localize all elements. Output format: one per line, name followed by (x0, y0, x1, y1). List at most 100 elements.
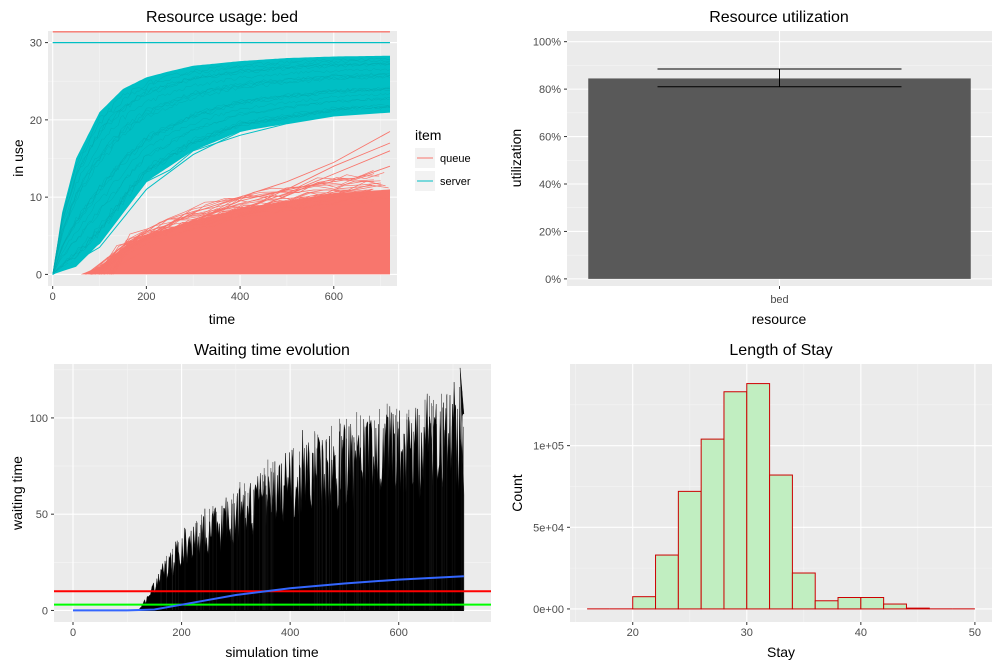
histogram-bar-10 (814, 600, 839, 610)
x-tick-label-3: 600 (325, 291, 343, 303)
usage-panel: Resource usage: bed 0 200 400 600 0 10 20 30 ti… (10, 9, 471, 327)
queue-trajectory (91, 192, 373, 275)
x-tick-label-3: 50 (969, 627, 981, 639)
server-trajectory (52, 104, 391, 275)
server-trajectory (52, 86, 391, 275)
server-trajectory (52, 59, 391, 275)
utilization-error-bar (657, 68, 902, 88)
histogram-bar-5 (700, 438, 725, 610)
x-tick-label-2: 40 (855, 627, 867, 639)
server-trajectory (52, 96, 391, 275)
histogram-bar-6 (723, 391, 748, 610)
x-tick-label-0: 0 (50, 291, 56, 303)
usage-tick-labels: 0 200 400 600 0 10 20 30 (30, 38, 343, 303)
histogram-bar-3 (655, 554, 679, 610)
y-tick-label-1: 5e+04 (533, 522, 564, 534)
x-tick-label-0: 0 (70, 627, 76, 639)
y-tick-label-2: 100 (30, 413, 48, 425)
waiting-tick-labels: 0 200 400 600 0 50 100 (30, 413, 408, 639)
los-panel: Length of Stay 20 30 40 50 0e+00 5e+04 1e+05 S… (509, 342, 992, 660)
server-trajectory (52, 68, 391, 275)
los-histogram-layer (587, 383, 975, 610)
server-band (52, 55, 390, 275)
queue-outlier-line-1 (94, 142, 391, 275)
los-tick-labels: 20 30 40 50 0e+00 5e+04 1e+05 (533, 441, 981, 639)
waiting-y-axis-label: waiting time (9, 456, 25, 531)
los-title: Length of Stay (729, 342, 832, 359)
x-tick-label-2: 400 (231, 291, 249, 303)
waiting-panel: Waiting time evolution 0 200 400 600050100 … (9, 342, 491, 660)
queue-trajectory (97, 175, 380, 275)
server-trajectory (52, 57, 391, 275)
histogram-bar-14 (905, 607, 930, 610)
histogram-bar-4 (677, 490, 702, 610)
histogram-bar-12 (860, 597, 885, 610)
utilization-y-axis-label: utilization (508, 129, 524, 187)
los-y-axis-label: Count (509, 474, 525, 511)
y-tick-label-0: 0% (545, 274, 561, 286)
y-tick-label-4: 80% (539, 84, 561, 96)
histogram-bar-9 (791, 572, 816, 610)
waiting-title: Waiting time evolution (194, 342, 350, 359)
y-tick-label-3: 60% (539, 132, 561, 144)
series-server (52, 55, 391, 275)
usage-y-axis-label: in use (10, 139, 26, 177)
usage-title: Resource usage: bed (146, 9, 298, 26)
server-trajectory (52, 74, 391, 275)
waiting-x-axis-label: simulation time (225, 644, 319, 660)
usage-legend: item queue server (415, 127, 471, 191)
utilization-x-axis-label: resource (752, 311, 807, 327)
y-tick-label-1: 50 (36, 509, 48, 521)
y-tick-label-2: 40% (539, 179, 561, 191)
y-tick-label-0: 0 (36, 269, 42, 281)
waiting-time-trajectories (137, 367, 465, 611)
legend-label-server: server (440, 176, 471, 188)
queue-outlier-line-2 (99, 150, 391, 275)
server-trajectory (52, 63, 391, 275)
histogram-bar-11 (837, 597, 862, 610)
histogram-bar-7 (746, 383, 771, 610)
server-trajectory (52, 92, 391, 275)
utilization-bars-layer (588, 68, 971, 279)
x-tick-label-1: 200 (172, 627, 190, 639)
waiting-smooth-line (73, 575, 464, 612)
y-tick-label-2: 1e+05 (533, 441, 564, 453)
utilization-tick-labels: 0% 20% 40% 60% 80% 100% bed (533, 37, 789, 306)
x-tick-label-1: 30 (741, 627, 753, 639)
x-tick-label-3: 600 (390, 627, 408, 639)
x-tick-label-bed: bed (770, 294, 788, 306)
series-queue (52, 131, 391, 275)
queue-trajectory (100, 184, 383, 275)
histogram-bar-13 (883, 603, 907, 610)
y-tick-label-2: 20 (30, 115, 42, 127)
legend-title: item (415, 127, 441, 143)
queue-outlier-line-3 (103, 165, 391, 275)
server-trajectory (52, 73, 391, 275)
utilization-bar-bed (588, 78, 971, 279)
utilization-title: Resource utilization (709, 9, 849, 26)
server-trajectory (52, 89, 391, 275)
server-trajectory (52, 72, 391, 275)
queue-trajectory (107, 184, 389, 275)
y-tick-label-0: 0 (42, 605, 48, 617)
x-tick-label-0: 20 (627, 627, 639, 639)
y-tick-label-0: 0e+00 (533, 604, 564, 616)
y-tick-label-3: 30 (30, 38, 42, 50)
legend-label-queue: queue (440, 153, 471, 165)
utilization-panel: Resource utilization 0% 20% 40% 60% 80% 100% b… (508, 9, 992, 327)
queue-trajectory (112, 190, 376, 275)
waiting-series-layer (54, 367, 491, 612)
server-trajectory (52, 62, 391, 275)
x-tick-label-1: 200 (137, 291, 155, 303)
server-trajectory (52, 103, 391, 275)
server-trajectory (52, 87, 390, 275)
los-x-axis-label: Stay (767, 644, 795, 660)
y-tick-label-5: 100% (533, 37, 561, 49)
server-outlier-line-0 (52, 111, 391, 275)
x-tick-label-2: 400 (281, 627, 299, 639)
usage-series-layer (52, 31, 391, 275)
histogram-bar-2 (632, 596, 657, 610)
queue-trajectory (92, 179, 374, 275)
queue-trajectory (88, 198, 389, 275)
